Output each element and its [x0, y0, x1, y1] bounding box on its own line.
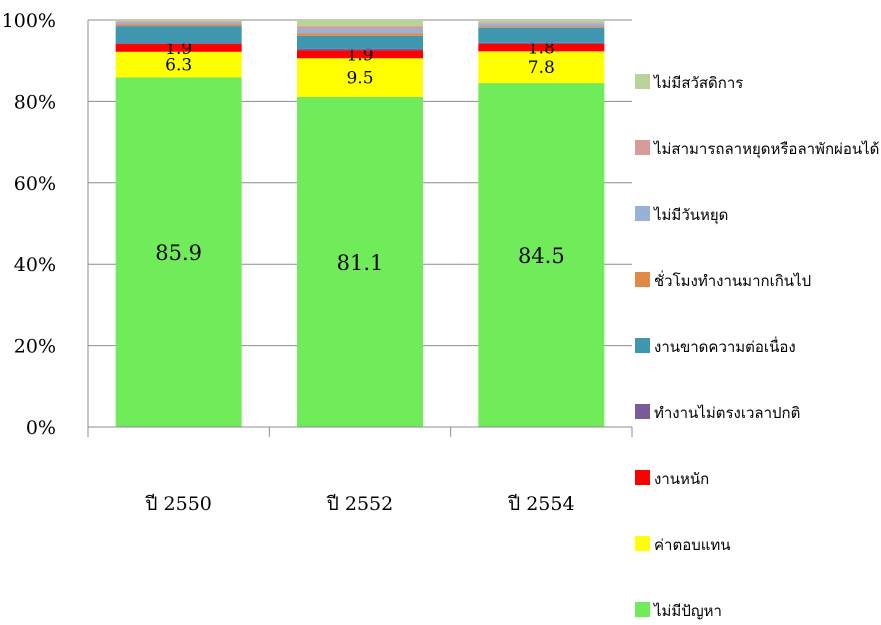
bar-segment: [115, 26, 242, 44]
x-axis: ปี 2550 ปี 2552 ปี 2554: [87, 426, 633, 515]
legend-label: งานขาดความต่อเนื่อง: [654, 336, 796, 356]
bar-segment: [478, 83, 605, 428]
legend-label: ไม่สามารถลาหยุดหรือลาพักผ่อนได้: [653, 140, 879, 159]
y-tick-label: 0%: [26, 417, 56, 439]
bar-segment: [478, 22, 605, 24]
bar-segment: [115, 43, 242, 45]
bar-segment: [115, 44, 242, 52]
bar-segment: [297, 58, 423, 97]
bar-segment: [115, 24, 242, 27]
legend-label: ไม่มีปัญหา: [653, 602, 722, 620]
legend-label: งานหนัก: [654, 470, 709, 488]
legend-label: ค่าตอบแทน: [654, 536, 731, 554]
bar-segment: [297, 48, 423, 51]
data-label: 9.5: [346, 69, 373, 89]
x-category-label: ปี 2550: [145, 493, 212, 515]
bar-segment: [297, 26, 423, 29]
legend-swatch: [635, 272, 650, 287]
y-axis: 0% 20% 40% 60% 80% 100%: [2, 10, 89, 439]
y-tick-label: 80%: [14, 91, 56, 113]
bar-segment: [478, 42, 605, 45]
bar-segment: [478, 44, 605, 52]
legend-swatch: [635, 602, 650, 617]
legend-swatch: [635, 404, 650, 419]
legend-swatch: [635, 140, 650, 155]
data-label: 81.1: [337, 251, 384, 275]
y-tick-label: 100%: [2, 10, 56, 32]
legend-swatch: [635, 74, 650, 89]
legend-swatch: [635, 206, 650, 221]
legend-label: ชั่วโมงทำงานมากเกินไป: [654, 270, 811, 290]
data-label: 6.3: [165, 56, 192, 76]
y-tick-label: 20%: [14, 336, 56, 358]
data-label: 85.9: [155, 241, 202, 265]
legend-swatch: [635, 470, 650, 485]
bar-segment: [297, 50, 423, 59]
bar-segment: [297, 35, 423, 49]
bar-segment: [478, 27, 605, 43]
bar-segment: [115, 77, 242, 428]
bars: 85.96.31.981.19.51.984.57.81.8: [115, 20, 605, 428]
bar-segment: [297, 28, 423, 34]
y-tick-label: 40%: [14, 254, 56, 276]
bar-segment: [115, 22, 242, 25]
legend-swatch: [635, 338, 650, 353]
bar-segment: [478, 51, 605, 84]
legend: ไม่มีสวัสดิการไม่สามารถลาหยุดหรือลาพักผ่…: [635, 74, 879, 620]
bar-segment: [297, 33, 423, 36]
bar-segment: [478, 23, 605, 27]
y-tick-label: 60%: [14, 173, 56, 195]
legend-label: ไม่มีวันหยุด: [653, 206, 728, 225]
bar-segment: [297, 20, 423, 27]
data-label: 7.8: [528, 58, 555, 78]
bar-segment: [478, 26, 605, 28]
bar-segment: [115, 20, 242, 22]
legend-label: ทำงานไม่ตรงเวลาปกติ: [654, 404, 800, 422]
bar-segment: [115, 51, 242, 78]
bar-segment: [478, 20, 605, 23]
x-category-label: ปี 2554: [507, 493, 574, 515]
bar-segment: [115, 21, 242, 23]
bar-segment: [297, 96, 423, 427]
x-category-label: ปี 2552: [326, 493, 393, 515]
legend-swatch: [635, 536, 650, 551]
legend-label: ไม่มีสวัสดิการ: [653, 74, 743, 92]
data-label: 84.5: [518, 244, 565, 268]
